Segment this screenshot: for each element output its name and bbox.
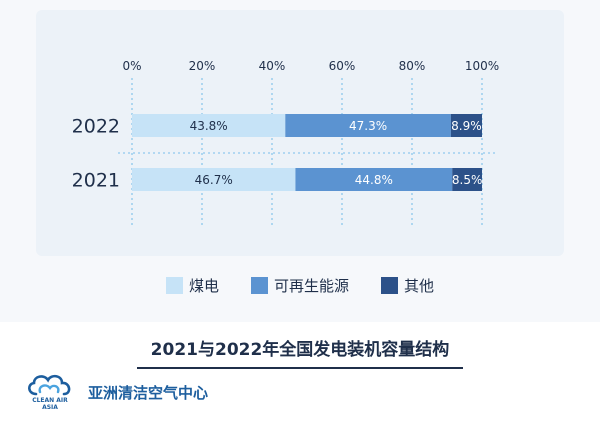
legend-item-coal: 煤电 [165,275,219,296]
data-label: 8.9% [451,119,482,133]
legend-swatch-renewable [250,276,268,294]
stacked-bar-chart: 0% 20% 40% 60% 80% 100% 2022 43.8% 47.3% 8.9% 2021… [72,59,499,225]
legend-label-other: 其他 [404,276,435,295]
bar-segment [285,114,451,137]
cloud-logo-icon [28,374,71,396]
x-tick-label: 100% [465,59,499,73]
category-label: 2021 [72,170,120,192]
x-tick-label: 80% [399,59,426,73]
legend-swatch-coal [165,276,183,294]
logo-text-line2: ASIA [42,404,58,411]
x-tick-label: 20% [189,59,216,73]
bar-segment [450,114,482,137]
footer [0,322,600,423]
data-label: 47.3% [349,119,387,133]
legend-label-renewable: 可再生能源 [273,276,349,295]
x-tick-label: 0% [122,59,141,73]
category-label: 2022 [72,116,120,138]
data-label: 43.8% [190,119,228,133]
bar-segment [132,114,286,137]
data-label: 44.8% [355,173,393,187]
data-label: 8.5% [452,173,483,187]
bar-segment [452,168,482,191]
bar-segment [132,168,296,191]
legend-label-coal: 煤电 [188,276,219,295]
legend-swatch-other [381,276,398,294]
logo-text-line1: CLEAN AIR [32,397,68,404]
organization-name: 亚洲清洁空气中心 [88,384,209,402]
chart-panel: 0% 20% 40% 60% 80% 100% 2022 43.8% 47.3% 8.9% 2021… [36,10,564,256]
data-label: 46.7% [195,173,233,187]
chart-title: 2021与2022年全国发电装机容量结构 [137,336,463,369]
legend-item-other: 其他 [381,275,434,296]
bar-segment [295,168,453,191]
chart-legend: 煤电 可再生能源 其他 [0,272,600,298]
x-tick-label: 40% [259,59,286,73]
legend-item-renewable: 可再生能源 [250,275,349,296]
x-tick-label: 60% [329,59,356,73]
clean-air-asia-logo: CLEAN AIR ASIA [24,372,76,412]
